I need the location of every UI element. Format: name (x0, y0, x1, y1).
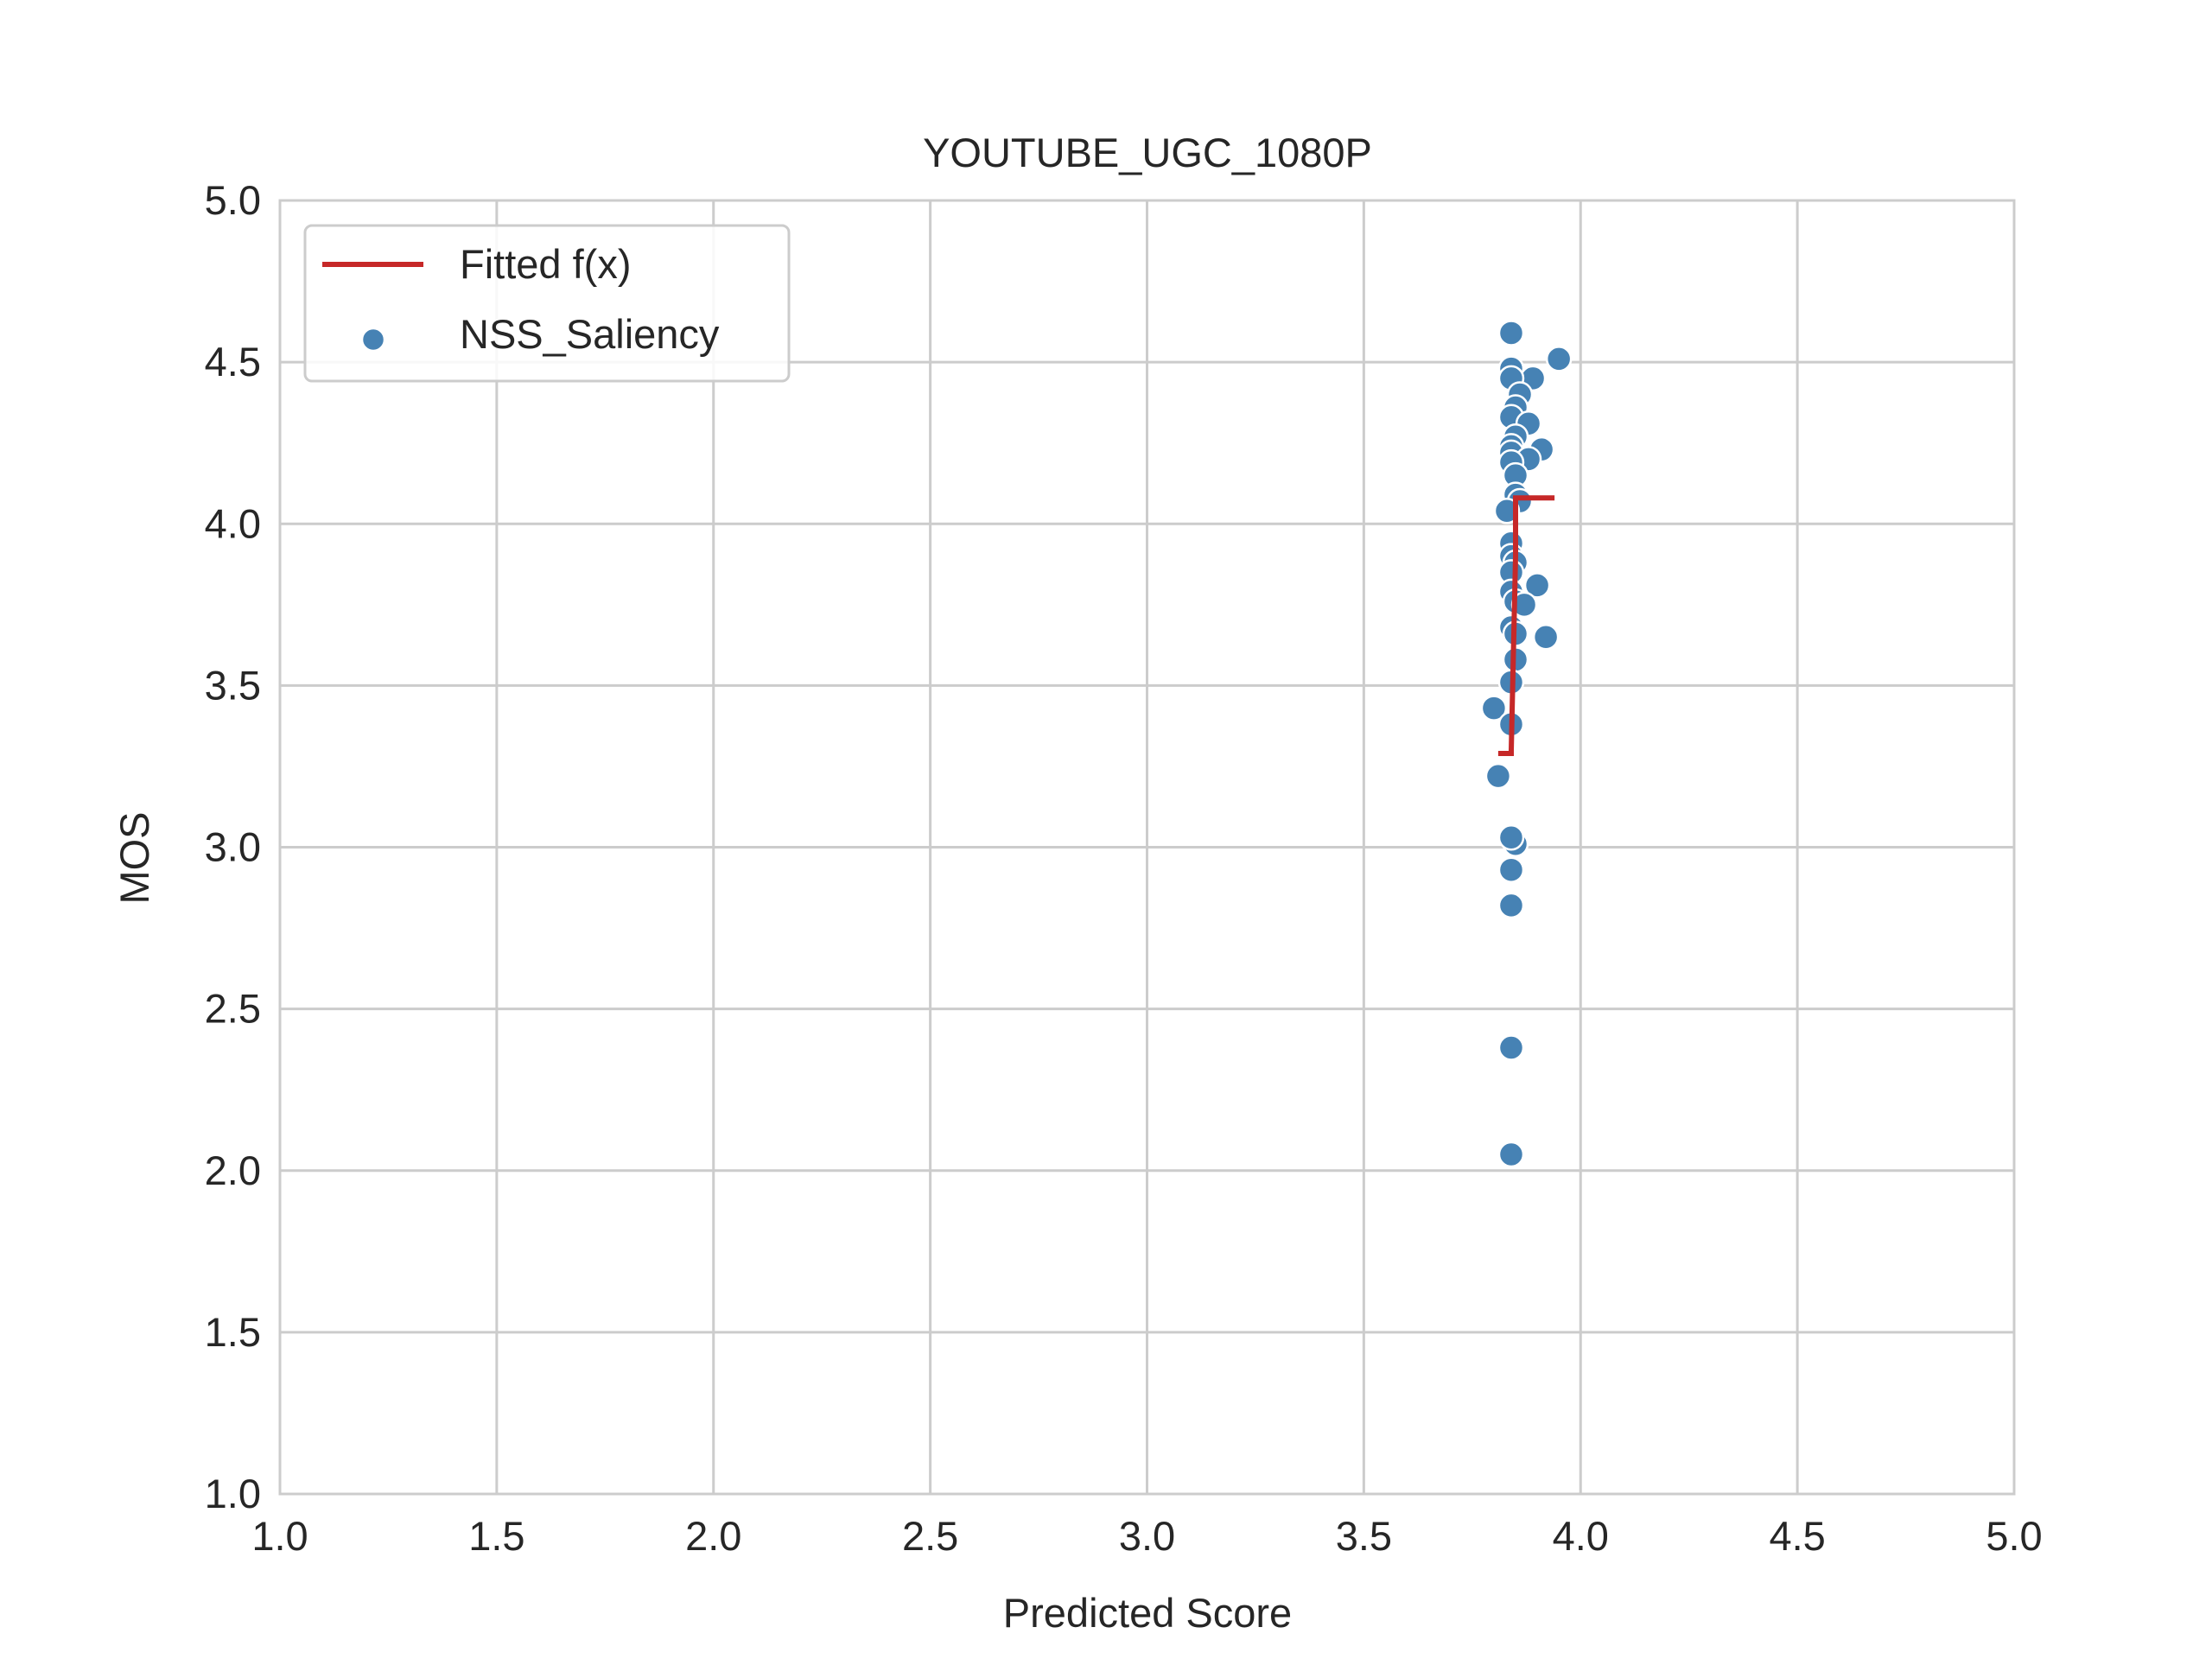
scatter-series-nss-saliency (1480, 320, 1573, 1168)
y-axis-label: MOS (111, 811, 157, 904)
plot-frame (278, 199, 2016, 1496)
y-tick-label: 2.0 (205, 1147, 261, 1193)
scatter-point (1497, 1141, 1525, 1168)
scatter-point (1497, 856, 1525, 883)
scatter-point (1532, 623, 1560, 651)
legend-label-fitted: Fitted f(x) (460, 241, 631, 287)
y-tick-label: 3.0 (205, 824, 261, 870)
x-tick-label: 1.5 (468, 1513, 524, 1559)
scatter-point (1497, 892, 1525, 919)
legend: Fitted f(x) NSS_Saliency (303, 224, 791, 383)
y-tick-label: 4.0 (205, 500, 261, 546)
x-tick-label: 4.0 (1553, 1513, 1609, 1559)
scatter-point (1523, 572, 1551, 599)
y-tick-label: 1.0 (205, 1471, 261, 1516)
x-tick-labels: 1.0 1.5 2.0 2.5 3.0 3.5 4.0 4.5 5.0 (251, 1513, 2042, 1559)
y-tick-label: 4.5 (205, 339, 261, 385)
scatter-point (1497, 320, 1525, 346)
chart-title: YOUTUBE_UGC_1080P (923, 130, 1372, 175)
legend-label-nss-saliency: NSS_Saliency (460, 311, 720, 357)
legend-swatch-nss-saliency (360, 327, 386, 353)
grid (278, 199, 2016, 1496)
y-tick-label: 2.5 (205, 986, 261, 1032)
x-tick-label: 2.0 (685, 1513, 741, 1559)
y-tick-label: 3.5 (205, 662, 261, 708)
series-layer (1480, 320, 1573, 1168)
scatter-point (1545, 346, 1573, 372)
scatter-point (1497, 824, 1525, 851)
fitted-line (1497, 495, 1555, 756)
legend-box (303, 224, 791, 383)
x-tick-label: 3.0 (1119, 1513, 1175, 1559)
y-tick-label: 1.5 (205, 1309, 261, 1355)
scatter-point (1497, 1034, 1525, 1061)
x-tick-label: 5.0 (1986, 1513, 2042, 1559)
scatter-point (1493, 498, 1521, 524)
y-tick-label: 5.0 (205, 177, 261, 223)
x-axis-label: Predicted Score (1003, 1590, 1292, 1636)
y-tick-labels: 1.0 1.5 2.0 2.5 3.0 3.5 4.0 4.5 5.0 (205, 177, 261, 1516)
x-tick-label: 3.5 (1336, 1513, 1392, 1559)
x-tick-label: 4.5 (1769, 1513, 1825, 1559)
x-tick-label: 2.5 (902, 1513, 958, 1559)
scatter-point (1480, 695, 1508, 721)
x-tick-label: 1.0 (251, 1513, 308, 1559)
scatter-point (1484, 762, 1512, 790)
